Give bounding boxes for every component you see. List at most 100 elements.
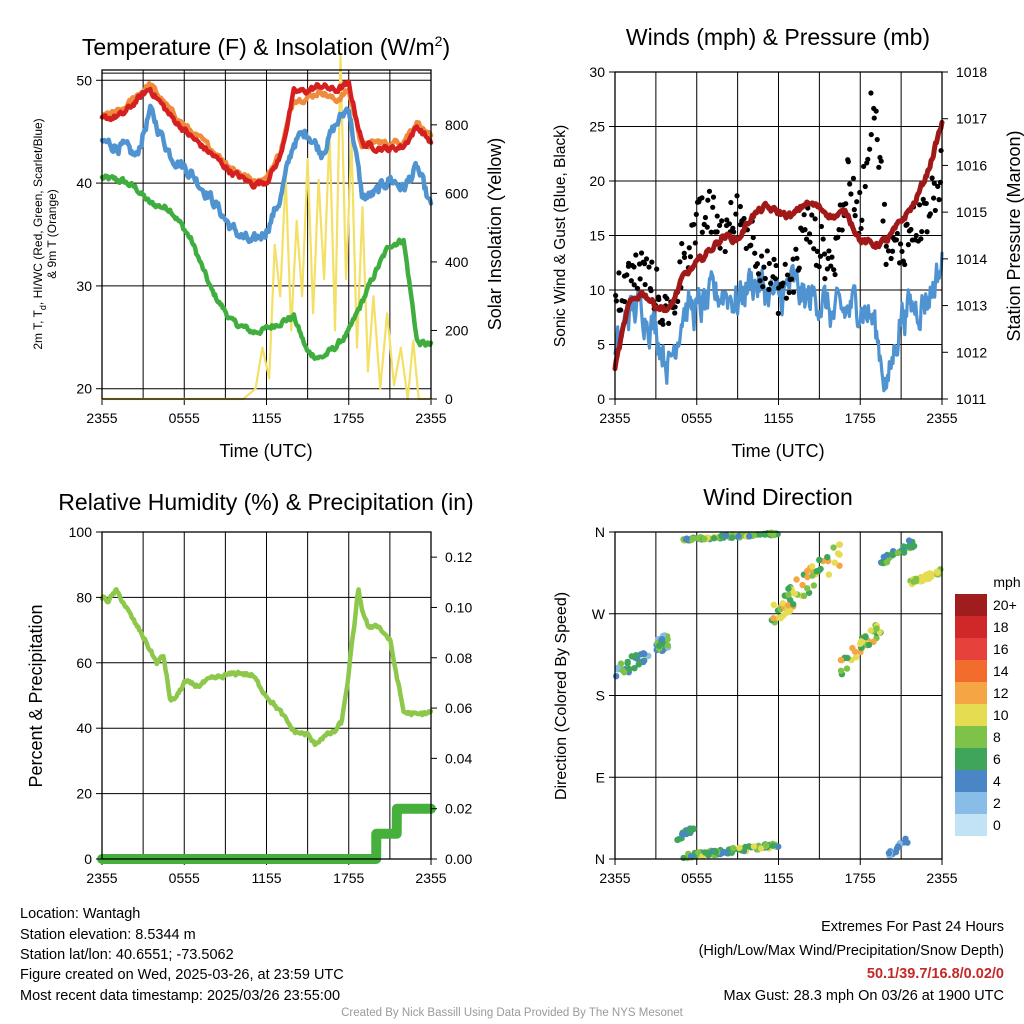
gust-point <box>883 243 889 249</box>
direction-point <box>701 535 708 543</box>
panel-0-xlabel: Time (UTC) <box>219 441 312 461</box>
gust-point <box>885 248 892 254</box>
series-station-pressure-line <box>612 119 945 372</box>
gust-point <box>865 156 871 162</box>
gust-point <box>686 245 692 251</box>
gust-point <box>755 271 762 277</box>
gust-point <box>845 159 851 165</box>
direction-point <box>770 601 778 609</box>
direction-point <box>858 638 866 646</box>
gust-point <box>924 229 930 235</box>
gust-point <box>704 224 710 230</box>
gust-point <box>719 218 725 224</box>
recent-data-text: Most recent data timestamp: 2025/03/26 2… <box>20 988 341 1004</box>
gust-point <box>930 195 937 201</box>
gust-point <box>848 191 854 197</box>
panel-1-ytick-label: 30 <box>589 64 605 80</box>
gust-point <box>858 225 864 232</box>
gust-point <box>902 261 908 268</box>
panel-1-xtick-label: 1155 <box>763 410 793 426</box>
colorbar-swatch <box>955 792 987 814</box>
panel-3-ytick-label: S <box>596 688 605 704</box>
gust-point <box>831 267 837 273</box>
panel-2-xtick-label: 2355 <box>415 870 446 886</box>
gust-point <box>867 146 873 152</box>
panel-2-xtick-label: 1155 <box>251 870 281 886</box>
panel-3-xtick-label: 1155 <box>763 870 793 886</box>
gust-point <box>913 232 919 239</box>
direction-point <box>835 541 843 548</box>
direction-point <box>758 845 765 852</box>
panel-0-xtick-label: 2355 <box>86 410 117 426</box>
gust-point <box>654 266 660 272</box>
direction-point <box>785 591 792 599</box>
gust-point <box>868 90 874 96</box>
panel-1-ytick-label: 5 <box>597 337 605 353</box>
gust-point <box>893 237 900 243</box>
direction-point <box>836 551 843 558</box>
gust-point <box>699 195 705 201</box>
direction-point <box>658 635 666 643</box>
extremes-values: 50.1/39.7/16.8/0.02/0 <box>866 966 1004 982</box>
gust-point <box>705 197 711 203</box>
direction-point <box>631 664 638 672</box>
gust-point <box>818 223 825 230</box>
panel-0-y2tick-label: 200 <box>445 322 469 338</box>
elevation-text: Station elevation: 8.5344 m <box>20 927 196 943</box>
direction-point <box>804 573 811 581</box>
direction-point <box>728 534 736 541</box>
gust-point <box>851 207 857 213</box>
series-sonic-wind-line <box>613 251 944 393</box>
gust-point <box>883 261 889 267</box>
panel-1-y2tick-label: 1012 <box>956 344 987 360</box>
gust-point <box>888 255 894 262</box>
gust-point <box>814 248 820 254</box>
gust-point <box>728 199 734 206</box>
panel-1-y2tick-label: 1016 <box>956 157 987 173</box>
panel-1-y2tick-label: 1017 <box>956 111 987 127</box>
gust-point <box>758 253 765 259</box>
gust-point <box>693 211 699 217</box>
gust-point <box>752 250 758 256</box>
direction-point <box>680 854 687 862</box>
panel-2-xtick-label: 0555 <box>169 870 200 886</box>
gust-point <box>835 234 841 240</box>
gust-point <box>699 229 705 235</box>
direction-point <box>624 658 631 666</box>
gust-point <box>938 147 944 154</box>
gust-point <box>681 250 687 256</box>
panel-0-title: Temperature (F) & Insolation (W/m2) <box>82 33 450 60</box>
gust-point <box>616 270 622 276</box>
gust-point <box>889 248 896 254</box>
direction-point <box>779 600 787 607</box>
direction-point <box>689 535 697 542</box>
direction-point <box>710 535 718 542</box>
direction-point <box>804 567 811 575</box>
direction-point <box>769 531 777 539</box>
gust-point <box>768 280 774 286</box>
gust-point <box>802 227 808 233</box>
panel-1-ytick-label: 20 <box>589 173 605 189</box>
gust-point <box>894 230 900 237</box>
gust-point <box>761 264 767 270</box>
panel-2-ytick-label: 60 <box>76 655 92 671</box>
gust-point <box>754 261 760 267</box>
panel-1-y2tick-label: 1014 <box>956 251 987 267</box>
direction-point <box>664 636 671 643</box>
panel-1-ytick-label: 15 <box>589 228 605 244</box>
gust-point <box>660 321 666 327</box>
gust-point <box>648 288 654 294</box>
gust-point <box>847 181 853 187</box>
colorbar-tick-label: 20+ <box>993 597 1017 613</box>
gust-point <box>780 280 786 286</box>
direction-point <box>867 627 874 634</box>
panel-1-y2tick-label: 1013 <box>956 298 987 314</box>
direction-point <box>816 556 823 564</box>
extremes-subtitle: (High/Low/Max Wind/Precipitation/Snow De… <box>698 943 1004 959</box>
gust-point <box>824 266 830 272</box>
gust-point <box>784 272 791 278</box>
gust-point <box>811 246 817 252</box>
series-2m-t-line <box>99 79 434 190</box>
gust-point <box>801 212 807 218</box>
